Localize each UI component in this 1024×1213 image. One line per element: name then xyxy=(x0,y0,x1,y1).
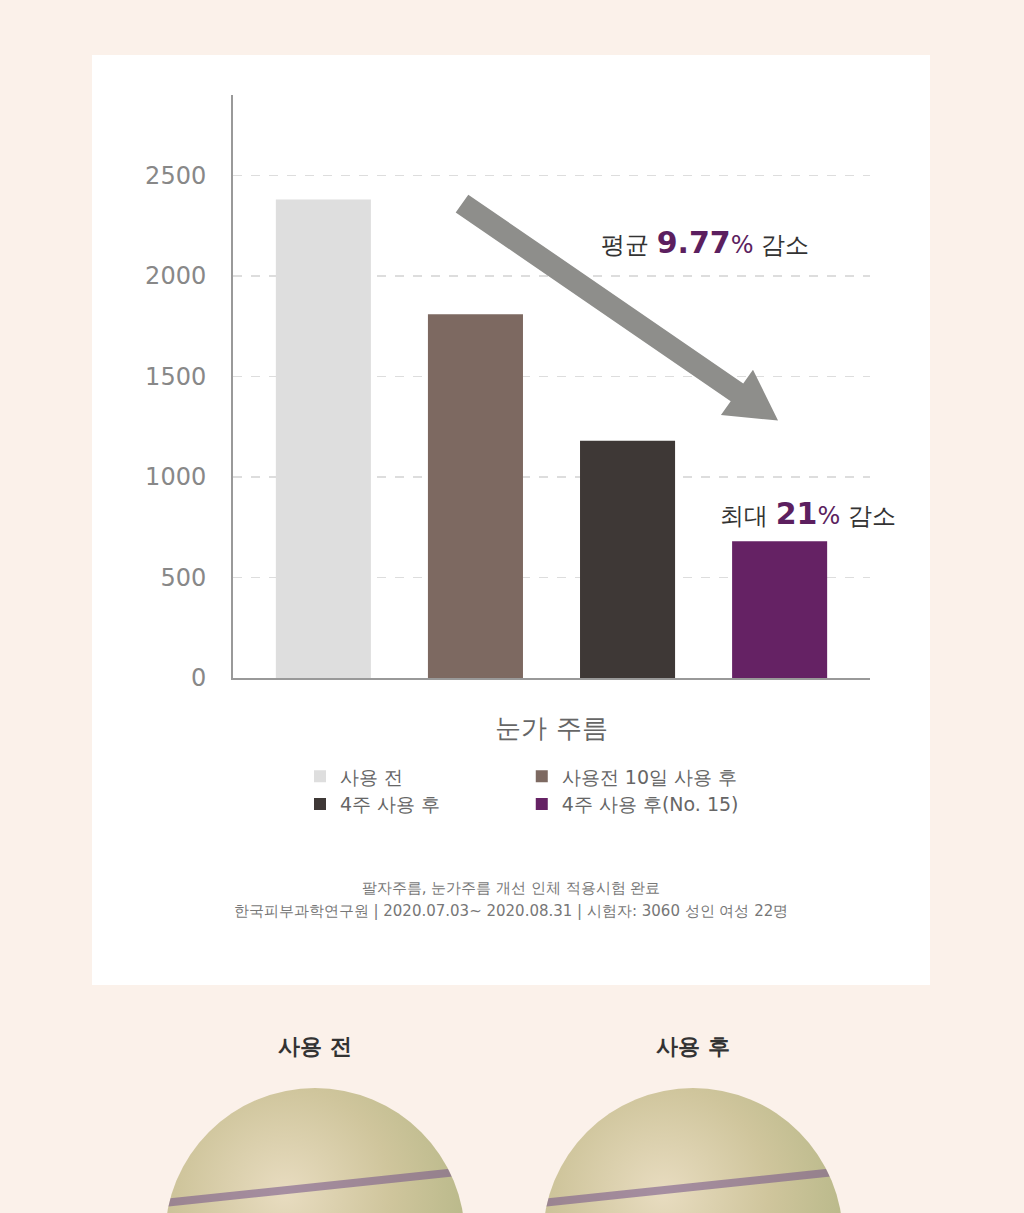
svg-text:평균 9.77% 감소: 평균 9.77% 감소 xyxy=(601,225,809,260)
svg-text:500: 500 xyxy=(160,564,206,592)
html-text:사용 후: 사용 후 xyxy=(656,1034,730,1059)
svg-text:사용전 10일 사용 후: 사용전 10일 사용 후 xyxy=(562,766,737,788)
svg-text:2500: 2500 xyxy=(145,162,206,190)
html-text:팔자주름, 눈가주름 개선 인체 적용시험 완료: 팔자주름, 눈가주름 개선 인체 적용시험 완료 xyxy=(361,879,661,897)
svg-text:4주 사용 후: 4주 사용 후 xyxy=(340,793,440,815)
html-text:한국피부과학연구원 | 2020.07.03~ 2020.0: 한국피부과학연구원 | 2020.07.03~ 2020.08.31 | 시험자… xyxy=(233,902,789,920)
svg-text:0: 0 xyxy=(191,664,206,692)
svg-text:사용 전: 사용 전 xyxy=(340,766,403,788)
svg-text:4주 사용 후(No. 15): 4주 사용 후(No. 15) xyxy=(562,793,739,815)
svg-text:2000: 2000 xyxy=(145,262,206,290)
svg-text:눈가 주름: 눈가 주름 xyxy=(495,713,607,743)
html-text:사용 전: 사용 전 xyxy=(278,1034,352,1059)
svg-text:1500: 1500 xyxy=(145,363,206,391)
svg-text:최대 21% 감소: 최대 21% 감소 xyxy=(720,496,896,531)
svg-text:1000: 1000 xyxy=(145,463,206,491)
